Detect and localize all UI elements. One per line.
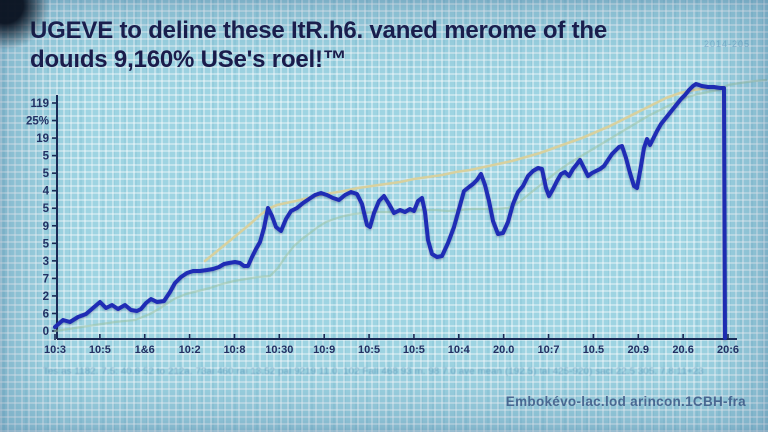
secondary-line-green [53, 78, 768, 333]
y-axis-label: 7 [43, 273, 49, 285]
x-axis-label: 20:6 [717, 344, 739, 356]
axis-ticks-group: 10:3 10:5 1&6 10:2 10:8 10:30 10:9 10:5 10:5 10:4… [26, 98, 739, 356]
x-axis-label: 10:8 [223, 344, 245, 356]
x-axis-label: 10:2 [179, 344, 201, 356]
y-axis-label: 9 [43, 221, 49, 233]
y-axis-label: 4 [43, 186, 50, 198]
title-line-1: UGEVE to deline these ItR.h6. vaned mero… [30, 17, 607, 44]
y-axis-label: 3 [43, 256, 49, 268]
title-line-2: douıds 9,160% USe's roel!™ [30, 46, 347, 73]
y-axis-label: 2 [43, 291, 49, 303]
x-axis-label: 10:5 [89, 344, 111, 356]
y-axis-label: 5 [43, 203, 50, 215]
y-axis-label: 5 [43, 238, 50, 250]
x-axis-label: 10:4 [448, 344, 471, 356]
x-axis-label: 20.9 [628, 344, 649, 356]
x-axis-label: 10:7 [538, 344, 560, 356]
x-axis-label: 10:5 [358, 344, 380, 356]
y-axis-label: 6 [43, 308, 49, 320]
x-axis-label: 10:3 [44, 344, 66, 356]
page-title: UGEVE to deline these ItR.h6. vaned mero… [30, 16, 670, 74]
y-axis-label: 5 [43, 168, 50, 180]
watermark-text: 2014-205 [703, 39, 750, 49]
x-axis-label: 10:5 [403, 344, 425, 356]
trend-line-yellow [203, 85, 724, 263]
y-axis-label: 119 [30, 98, 49, 110]
y-axis-label: 19 [36, 133, 49, 145]
fine-print-text: Tes as 1182. 7.5: 40.6 52 to 212a. 73ai … [43, 366, 704, 377]
x-axis-label: 20.6 [672, 344, 693, 356]
main-line-blue [53, 82, 727, 340]
x-axis-label: 10.5 [583, 344, 604, 356]
x-axis-label: 20.0 [493, 344, 514, 356]
y-axis-label: 25% [26, 116, 49, 128]
x-axis-label: 1&6 [135, 344, 155, 356]
y-axis-label: 5 [43, 151, 50, 163]
x-axis-label: 10:9 [313, 344, 335, 356]
y-axis-label: 0 [43, 326, 49, 338]
source-caption: Embokévo-lac.lod arincon.1CBH-fra [505, 394, 746, 409]
x-axis-label: 10:30 [265, 344, 293, 356]
